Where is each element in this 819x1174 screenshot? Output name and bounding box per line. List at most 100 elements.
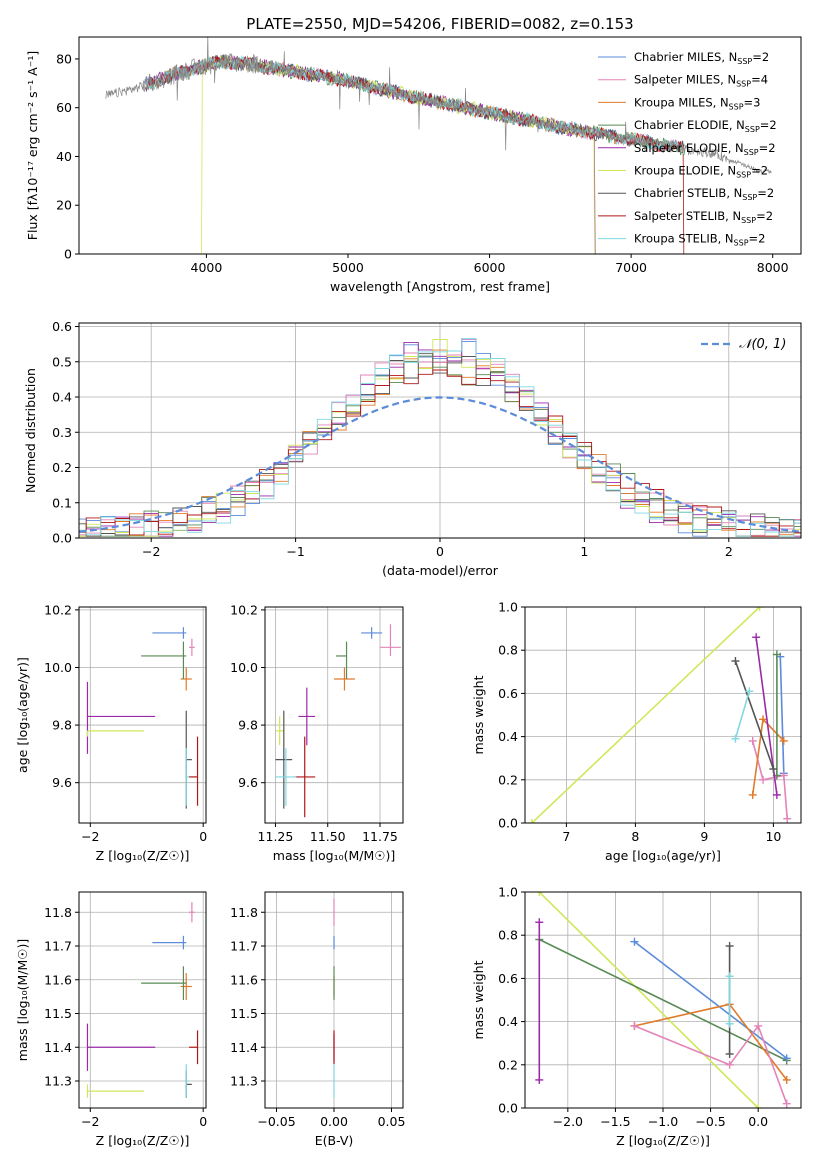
weight-line — [779, 656, 785, 774]
weight_vs_age-ytick-label: 0.0 — [498, 816, 518, 831]
residuals-ytick-label: 0.2 — [52, 460, 72, 475]
errorbar-kroupa-stelib — [185, 1064, 190, 1098]
age_vs_mass-ytick-label: 9.6 — [238, 775, 258, 790]
residuals-ytick-label: 0.3 — [52, 425, 72, 440]
residuals-xtick-label: 1 — [580, 544, 588, 559]
spectrum-xtick-label: 8000 — [757, 260, 789, 275]
weight_vs_Z-xlabel: Z [log₁₀(Z/Z☉)] — [616, 1133, 710, 1148]
spectrum-ylabel: Flux [fλ10⁻¹⁷ erg cm⁻² s⁻¹ A⁻¹] — [25, 51, 40, 240]
age_vs_mass-frame — [264, 606, 404, 824]
residual-histogram-kroupa-stelib — [79, 338, 801, 537]
weight_vs_age-xtick-label: 8 — [631, 829, 639, 844]
mass_vs_ebv-xtick-label: 0.00 — [320, 1114, 348, 1129]
weight-series-kroupa-stelib — [731, 687, 754, 743]
weight_vs_age-ylabel: mass weight — [471, 675, 486, 754]
legend-entry: Kroupa MILES, NSSP=3 — [634, 95, 760, 111]
mass_vs_ebv-xtick-label: 0.05 — [378, 1114, 406, 1129]
mass_vs_Z-ylabel: mass [log₁₀(M/M☉)] — [15, 939, 30, 1061]
mass_vs_ebv-ytick-label: 11.4 — [230, 1040, 258, 1055]
residuals-xtick-label: −1 — [286, 544, 304, 559]
errorbar-chabrier-elodie — [141, 966, 187, 1000]
plot-spectrum: 4000 5000 6000 7000 8000 0 20 40 60 80 wavelength … — [25, 36, 802, 294]
legend-entry: Chabrier MILES, NSSP=2 — [634, 50, 769, 66]
model-spectrum-kroupa-elodie — [201, 54, 596, 254]
mass_vs_Z-xlabel: Z [log₁₀(Z/Z☉)] — [96, 1133, 190, 1148]
plot-mass_vs_ebv: −0.05 0.00 0.05 11.3 11.4 11.5 11.6 11.7 11.8 E(B… — [230, 891, 406, 1148]
errorbar-salpeter-stelib — [189, 736, 199, 806]
mass_vs_ebv-xtick-label: −0.05 — [257, 1114, 295, 1129]
weight-line — [531, 607, 761, 823]
weight_vs_Z-ytick-label: 0.6 — [498, 971, 518, 986]
plot-age_vs_Z: −2 0 9.6 9.8 10.0 10.2 Z [log₁₀(Z/Z☉)] age [log… — [15, 602, 207, 863]
mass_vs_ebv-ytick-label: 11.8 — [230, 905, 258, 920]
age_vs_mass-plot-area — [265, 607, 403, 823]
age_vs_mass-xtick-label: 11.75 — [362, 829, 398, 844]
spectrum-xtick-label: 5000 — [332, 260, 364, 275]
mass_vs_ebv-xlabel: E(B-V) — [315, 1133, 354, 1148]
mass_vs_ebv-ytick-label: 11.3 — [230, 1074, 258, 1089]
weight_vs_age-plot-area — [525, 607, 801, 823]
mass_vs_Z-ytick-label: 11.5 — [44, 1006, 72, 1021]
mass_vs_ebv-ytick-label: 11.5 — [230, 1006, 258, 1021]
weight_vs_age-ytick-label: 0.2 — [498, 772, 518, 787]
errorbar-kroupa-elodie — [275, 716, 284, 746]
weight_vs_Z-xtick-label: −1.5 — [600, 1114, 630, 1129]
mass_vs_Z-ytick-label: 11.3 — [44, 1074, 72, 1089]
age_vs_Z-frame — [78, 606, 207, 824]
weight_vs_age-xlabel: age [log₁₀(age/yr)] — [605, 848, 721, 863]
age_vs_Z-xtick-label: 0 — [199, 829, 207, 844]
legend-entry: Salpeter MILES, NSSP=4 — [634, 73, 768, 89]
errorbar-chabrier-elodie — [141, 641, 187, 679]
age_vs_Z-ytick-label: 9.6 — [52, 775, 72, 790]
legend-entry: Chabrier ELODIE, NSSP=2 — [634, 118, 777, 134]
weight-series-chabrier-stelib — [731, 657, 778, 773]
weight_vs_Z-plot-area — [525, 892, 801, 1108]
weight-series-chabrier-elodie — [772, 650, 781, 780]
weight_vs_Z-xtick-label: 0.0 — [748, 1114, 768, 1129]
errorbar-chabrier-stelib — [275, 710, 293, 809]
residuals-xtick-label: −2 — [142, 544, 160, 559]
weight_vs_Z-ytick-label: 0.2 — [498, 1057, 518, 1072]
age_vs_mass-xtick-label: 11.25 — [258, 829, 294, 844]
plot-residuals: −2 −1 0 1 2 0.0 0.1 0.2 0.3 0.4 0.5 0.6 (data-model)… — [23, 319, 802, 578]
errorbar-salpeter-elodie — [298, 687, 316, 746]
residuals-ytick-label: 0.5 — [52, 354, 72, 369]
weight-series-chabrier-miles — [776, 652, 788, 778]
weight-line — [734, 690, 751, 740]
errorbar-salpeter-miles — [189, 902, 195, 923]
errorbar-kroupa-miles — [334, 667, 355, 691]
weight-series-kroupa-elodie — [535, 892, 763, 1108]
legend-entry: Kroupa STELIB, NSSP=2 — [634, 232, 765, 248]
weight_vs_Z-xtick-label: −1.0 — [648, 1114, 678, 1129]
weight_vs_age-xtick-label: 9 — [700, 829, 708, 844]
plot-weight_vs_Z: −2.0 −1.5 −1.0 −0.5 0.0 0.0 0.2 0.4 0.6 0.8 1.0 Z [… — [471, 885, 802, 1148]
plot-weight_vs_age: 7 8 9 10 0.0 0.2 0.4 0.6 0.8 1.0 age [log₁₀(age/yr… — [471, 600, 802, 863]
age_vs_mass-ytick-label: 9.8 — [238, 718, 258, 733]
spectrum-ytick-label: 40 — [56, 149, 72, 164]
weight-series-kroupa-elodie — [527, 607, 764, 823]
errorbar-chabrier-elodie — [336, 641, 348, 679]
age_vs_mass-ytick-label: 10.0 — [230, 660, 258, 675]
residuals-ytick-label: 0.0 — [52, 531, 72, 546]
errorbar-kroupa-miles — [180, 973, 192, 1000]
mass_vs_Z-frame — [78, 891, 207, 1109]
weight_vs_age-xtick-label: 10 — [765, 829, 781, 844]
spectrum-xtick-label: 6000 — [474, 260, 506, 275]
mass_vs_Z-ytick-label: 11.7 — [44, 939, 72, 954]
errorbar-salpeter-stelib — [189, 1030, 199, 1065]
model-spectrum-kroupa-miles — [144, 56, 685, 154]
residuals-ylabel: Normed distribution — [23, 368, 38, 493]
legend-entry: Kroupa ELODIE, NSSP=2 — [634, 164, 768, 180]
weight-line — [538, 892, 759, 1108]
model-spectrum-salpeter-stelib — [146, 54, 685, 254]
errorbar-chabrier-miles — [152, 627, 187, 639]
plot-mass_vs_Z: −2 0 11.3 11.4 11.5 11.6 11.7 11.8 Z [log₁₀(Z/Z☉… — [15, 891, 207, 1148]
errorbar-kroupa-stelib — [275, 748, 297, 806]
age_vs_Z-ylabel: age [log₁₀(age/yr)] — [15, 657, 30, 773]
weight-series-kroupa-stelib — [725, 972, 734, 1028]
weight_vs_Z-xtick-label: −0.5 — [695, 1114, 725, 1129]
weight_vs_age-xtick-label: 7 — [562, 829, 570, 844]
residuals-plot-area — [79, 323, 801, 538]
